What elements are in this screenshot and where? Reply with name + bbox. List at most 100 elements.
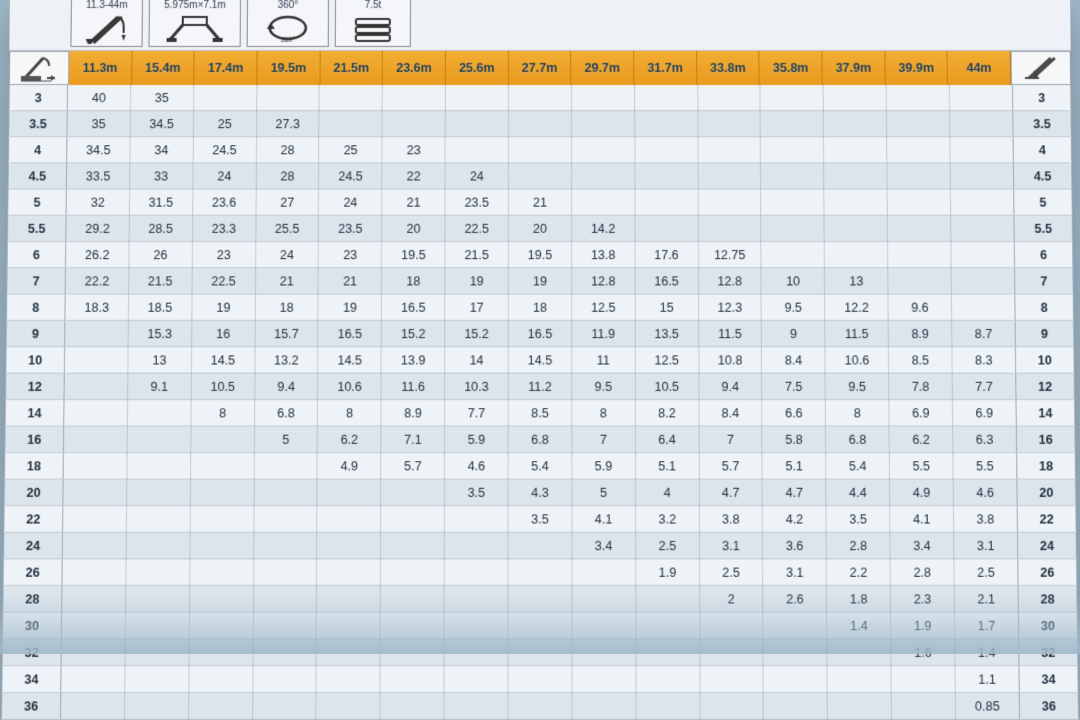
spec-rotation: 360° 360°	[247, 0, 329, 47]
data-cell: 8.4	[762, 347, 826, 373]
data-cell: 5.4	[826, 453, 890, 480]
data-cell	[571, 85, 634, 111]
data-cell	[317, 612, 381, 639]
col-header: 19.5m	[257, 51, 320, 85]
data-cell: 3.4	[890, 532, 954, 559]
row-header-right: 4	[1013, 137, 1072, 163]
data-cell	[508, 111, 571, 137]
row-header-left: 10	[6, 347, 65, 373]
data-cell	[951, 268, 1015, 294]
data-cell: 10.6	[318, 373, 382, 399]
row-header-right: 6	[1014, 241, 1073, 267]
spec-counterweight: 7.5t	[335, 0, 411, 47]
data-cell	[316, 666, 380, 693]
data-cell	[824, 215, 887, 241]
data-cell	[508, 85, 571, 111]
table-row: 101314.513.214.513.91414.51112.510.88.41…	[6, 347, 1074, 373]
data-cell: 2.5	[954, 559, 1018, 586]
data-cell: 5.9	[445, 426, 509, 452]
table-row: 360.8536	[1, 693, 1078, 720]
data-cell: 20	[382, 215, 445, 241]
data-cell: 21.5	[128, 268, 192, 294]
row-header-right: 24	[1017, 532, 1076, 559]
data-cell: 2.2	[827, 559, 891, 586]
col-header: 17.4m	[195, 51, 258, 85]
data-cell	[189, 666, 253, 693]
data-cell: 4.9	[890, 479, 954, 506]
data-cell: 24	[319, 189, 382, 215]
data-cell: 19	[445, 268, 508, 294]
data-cell: 22.5	[445, 215, 508, 241]
row-header-right: 34	[1019, 666, 1078, 693]
table-row: 722.221.522.5212118191912.816.512.810137	[7, 268, 1073, 294]
table-row: 5.529.228.523.325.523.52022.52014.25.5	[7, 215, 1072, 241]
table-row: 2822.61.82.32.128	[3, 586, 1077, 613]
data-cell: 13.8	[572, 241, 635, 267]
data-cell	[697, 85, 760, 111]
data-cell	[508, 137, 571, 163]
row-header-right: 10	[1015, 347, 1074, 373]
data-cell: 4.7	[762, 479, 826, 506]
data-cell: 23	[192, 241, 255, 267]
data-cell: 1.7	[954, 612, 1018, 639]
data-cell: 2.6	[763, 586, 827, 613]
data-cell	[190, 453, 254, 480]
data-cell: 7.7	[952, 373, 1016, 399]
spec-counterweight-label: 7.5t	[365, 0, 382, 11]
data-cell: 6.8	[254, 400, 318, 426]
data-cell	[380, 639, 444, 666]
data-cell	[698, 137, 761, 163]
data-cell	[381, 559, 445, 586]
spec-row: 11.3-44m 5.975m×7.1m 360°	[9, 0, 1070, 51]
data-cell: 9.5	[572, 373, 635, 399]
data-cell: 6.3	[953, 426, 1017, 452]
load-chart-table: 3403533.53534.52527.33.5434.53424.528252…	[1, 85, 1079, 720]
row-header-left: 9	[6, 320, 65, 346]
row-header-right: 8	[1015, 294, 1074, 320]
data-cell: 33	[129, 163, 192, 189]
data-cell: 2.8	[826, 532, 890, 559]
data-cell: 19	[508, 268, 571, 294]
row-header-left: 20	[4, 479, 63, 506]
table-row: 223.54.13.23.84.23.54.13.822	[4, 506, 1076, 533]
data-cell: 8	[572, 400, 636, 426]
data-cell	[634, 85, 697, 111]
data-cell: 35	[130, 85, 193, 111]
data-cell	[444, 639, 508, 666]
data-cell: 4.9	[317, 453, 381, 480]
row-header-right: 30	[1018, 612, 1077, 639]
data-cell	[508, 586, 572, 613]
data-cell: 3.1	[763, 559, 827, 586]
data-cell	[635, 163, 698, 189]
data-cell: 11.6	[381, 373, 445, 399]
data-cell: 23.3	[192, 215, 255, 241]
data-cell: 17.6	[635, 241, 698, 267]
data-cell: 6.6	[762, 400, 826, 426]
data-cell	[126, 532, 190, 559]
data-cell: 11.2	[508, 373, 571, 399]
data-cell	[253, 586, 317, 613]
data-cell	[444, 559, 508, 586]
data-cell	[444, 506, 508, 533]
col-header: 27.7m	[509, 51, 572, 85]
data-cell	[380, 612, 444, 639]
data-cell	[126, 559, 190, 586]
data-cell: 34	[130, 137, 193, 163]
data-cell: 11.9	[572, 320, 635, 346]
data-cell: 5.5	[889, 453, 953, 480]
row-header-left: 26	[3, 559, 62, 586]
data-cell: 2.5	[699, 559, 763, 586]
data-cell	[317, 586, 381, 613]
data-cell	[317, 506, 381, 533]
data-cell	[63, 426, 127, 452]
data-cell: 16	[191, 320, 255, 346]
table-row: 261.92.53.12.22.82.526	[3, 559, 1077, 586]
data-cell: 4.6	[953, 479, 1017, 506]
data-cell	[763, 666, 827, 693]
data-cell: 26.2	[65, 241, 129, 267]
data-cell	[126, 479, 190, 506]
row-header-left: 32	[2, 639, 61, 666]
data-cell: 10.6	[825, 347, 889, 373]
data-cell: 20	[508, 215, 571, 241]
data-cell: 10.3	[445, 373, 508, 399]
